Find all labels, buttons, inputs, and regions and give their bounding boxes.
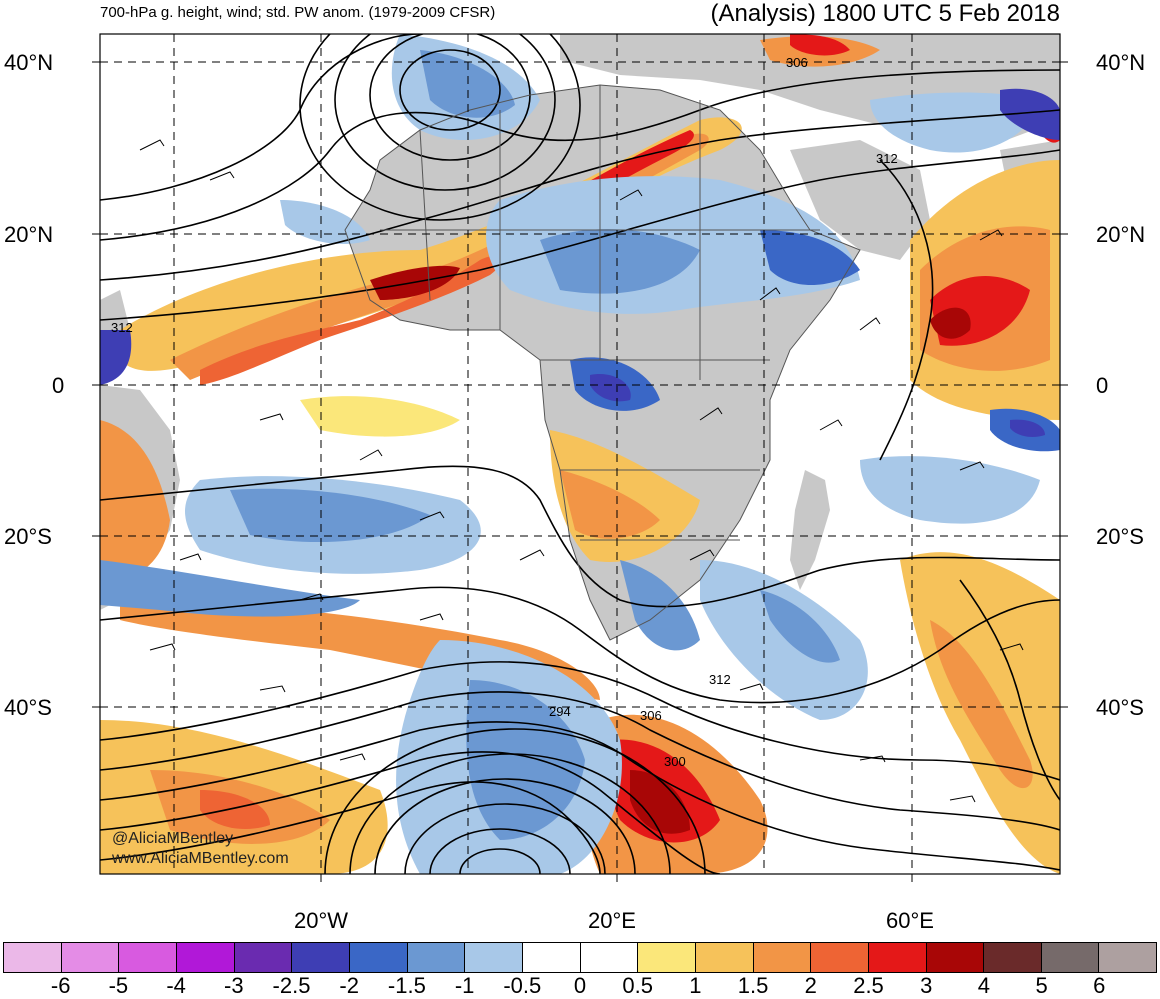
map-field <box>100 34 1060 874</box>
colorbar-label: 5 <box>1035 973 1048 998</box>
contour-label: 306 <box>786 55 808 70</box>
contour-label: 306 <box>640 708 662 723</box>
colorbar-label: 4 <box>977 973 991 998</box>
colorbar-swatch <box>925 943 984 972</box>
colorbar-label: 3 <box>920 973 933 998</box>
credit-website: www.AliciaMBentley.com <box>112 850 289 867</box>
colorbar-swatch <box>694 943 753 972</box>
lat-label-left-40n: 40°N <box>4 50 54 75</box>
colorbar-swatch <box>752 943 811 972</box>
colorbar-swatch <box>1098 943 1158 972</box>
lat-label-right-40s: 40°S <box>1096 695 1144 720</box>
lon-label-60e: 60°E <box>886 908 934 933</box>
colorbar <box>3 942 1158 973</box>
colorbar-label: -2 <box>339 973 359 998</box>
colorbar-label: -3 <box>224 973 244 998</box>
lon-label-20w: 20°W <box>293 908 349 933</box>
contour-label: 312 <box>111 320 133 335</box>
colorbar-swatch <box>521 943 580 972</box>
lat-label-right-eq: 0 <box>1096 373 1109 398</box>
colorbar-swatch <box>1040 943 1099 972</box>
coastlines <box>344 84 861 641</box>
map-title: (Analysis) 1800 UTC 5 Feb 2018 <box>710 0 1061 27</box>
colorbar-swatch <box>810 943 868 972</box>
colorbar-labels: -6 -5 -4 -3 -2.5 -2 -1.5 -1 -0.5 0 0.5 1 1.5 2 2.5 3 4 5 6 <box>0 973 1160 999</box>
colorbar-swatch <box>464 943 522 972</box>
colorbar-label: 2 <box>804 973 817 998</box>
colorbar-label: 0.5 <box>622 973 653 998</box>
colorbar-swatch <box>983 943 1041 972</box>
credit-handle: @AliciaMBentley <box>112 830 234 847</box>
arabia-land <box>790 140 930 260</box>
colorbar-swatch <box>406 943 465 972</box>
contour-label: 294 <box>549 704 571 719</box>
lon-label-20e: 20°E <box>588 908 636 933</box>
colorbar-swatch <box>175 943 234 972</box>
colorbar-label: 1.5 <box>737 973 769 998</box>
colorbar-swatch <box>867 943 926 972</box>
axis-ticks <box>92 61 1068 882</box>
colorbar-label: -5 <box>108 973 129 998</box>
height-contours <box>100 34 1060 874</box>
lat-label-right-20s: 20°S <box>1096 524 1144 549</box>
colorbar-label: -2.5 <box>272 973 311 998</box>
lat-label-left-eq: 0 <box>52 373 65 398</box>
wind-barbs <box>139 139 1024 803</box>
lat-lon-grid <box>100 34 1060 874</box>
lat-label-left-20n: 20°N <box>4 222 54 247</box>
colorbar-label: -0.5 <box>503 973 542 998</box>
colorbar-swatch <box>348 943 407 972</box>
colorbar-swatch <box>637 943 695 972</box>
lat-label-right-20n: 20°N <box>1096 222 1146 247</box>
map-frame <box>99 33 1061 875</box>
colorbar-label: -1.5 <box>387 973 426 998</box>
colorbar-label: -4 <box>166 973 186 998</box>
colorbar-label: 0 <box>573 973 587 998</box>
positive-anomalies <box>100 34 1060 874</box>
colorbar-swatch <box>60 943 119 972</box>
colorbar-swatch <box>579 943 638 972</box>
colorbar-swatch <box>3 943 61 972</box>
colorbar-label: -6 <box>50 973 71 998</box>
colorbar-label: -1 <box>454 973 475 998</box>
colorbar-swatch <box>118 943 176 972</box>
contour-label: 312 <box>709 672 731 687</box>
madagascar-land <box>790 470 830 590</box>
colorbar-label: 2.5 <box>853 973 884 998</box>
lat-label-left-20s: 20°S <box>4 524 52 549</box>
contour-value-labels: 306 312 312 312 294 306 300 <box>111 55 898 769</box>
lat-label-left-40s: 40°S <box>4 695 52 720</box>
colorbar-label: 1 <box>689 973 702 998</box>
lat-label-right-40n: 40°N <box>1096 50 1146 75</box>
colorbar-swatch <box>291 943 349 972</box>
colorbar-swatch <box>233 943 292 972</box>
map-subtitle: 700-hPa g. height, wind; std. PW anom. (… <box>100 4 496 21</box>
contour-label: 300 <box>664 754 686 769</box>
colorbar-label: 6 <box>1093 973 1106 998</box>
contour-label: 312 <box>876 151 898 166</box>
